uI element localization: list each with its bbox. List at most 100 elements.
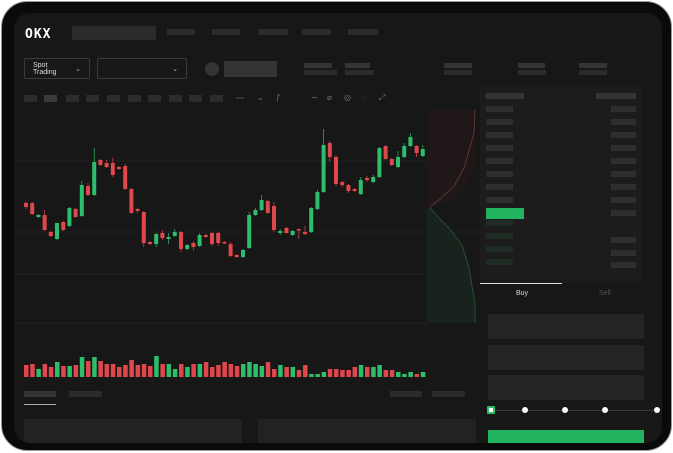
fullscreen-icon[interactable]: ⤢ bbox=[379, 93, 386, 102]
buy-submit-button[interactable] bbox=[488, 430, 644, 443]
bottom-action[interactable] bbox=[432, 391, 465, 397]
timeframe-button[interactable] bbox=[66, 95, 79, 102]
stat-value bbox=[518, 70, 546, 75]
total-input[interactable] bbox=[488, 375, 644, 400]
bottom-tab-history[interactable] bbox=[69, 391, 102, 397]
settings-icon[interactable]: ◎ bbox=[344, 93, 351, 102]
price-input[interactable] bbox=[488, 314, 644, 339]
volume-bar bbox=[92, 357, 97, 377]
nav-item[interactable] bbox=[212, 29, 240, 35]
sell-tab[interactable]: Sell bbox=[599, 290, 611, 297]
timeframe-button[interactable] bbox=[24, 95, 37, 102]
leverage-step[interactable] bbox=[522, 407, 528, 413]
candle-body bbox=[92, 162, 97, 195]
candle-body bbox=[104, 163, 109, 167]
search-bar-placeholder[interactable] bbox=[72, 26, 156, 40]
candle-body bbox=[303, 232, 307, 234]
indicator-icon[interactable]: ⌄ bbox=[257, 93, 264, 102]
candle-body bbox=[396, 157, 400, 167]
timeframe-button[interactable] bbox=[86, 95, 99, 102]
candle-body bbox=[253, 210, 258, 215]
buy-tab-underline bbox=[480, 283, 562, 284]
timeframe-button[interactable] bbox=[210, 95, 223, 102]
candle-body bbox=[30, 203, 35, 214]
orderbook-price bbox=[486, 158, 513, 164]
volume-bar bbox=[172, 369, 178, 377]
timeframe-button[interactable] bbox=[169, 95, 182, 102]
candle-body bbox=[61, 222, 66, 230]
bottom-action[interactable] bbox=[390, 391, 422, 397]
orderbook-price bbox=[486, 233, 513, 239]
timeframe-button[interactable] bbox=[189, 95, 202, 102]
leverage-step[interactable] bbox=[602, 407, 608, 413]
chevron-down-icon: ⌄ bbox=[75, 65, 81, 73]
candle-body bbox=[42, 215, 47, 230]
volume-bar bbox=[129, 360, 134, 377]
candle-body bbox=[296, 229, 301, 231]
pair-select[interactable]: ⌄ bbox=[97, 58, 187, 79]
candle-body bbox=[210, 233, 214, 244]
candle-body bbox=[265, 201, 270, 213]
timeframe-button[interactable] bbox=[128, 95, 141, 102]
volume-bar bbox=[24, 365, 29, 377]
volume-bar bbox=[334, 369, 339, 377]
bottom-tab-open-orders[interactable] bbox=[24, 391, 56, 397]
line-tool-icon[interactable]: ∼ bbox=[311, 93, 318, 102]
volume-bar bbox=[73, 365, 79, 377]
orderbook-amount bbox=[611, 262, 636, 268]
candlestick-chart[interactable] bbox=[14, 108, 480, 383]
bottom-panel bbox=[258, 419, 476, 443]
leverage-step[interactable] bbox=[487, 406, 495, 414]
volume-bar bbox=[303, 365, 308, 377]
candle-body bbox=[36, 215, 41, 217]
stat-value bbox=[444, 70, 472, 75]
volume-bar bbox=[104, 364, 110, 377]
leverage-slider-track[interactable] bbox=[490, 410, 658, 411]
candle-body bbox=[123, 166, 128, 189]
coin-icon bbox=[205, 62, 219, 76]
orderbook-price bbox=[486, 145, 513, 151]
amount-input[interactable] bbox=[488, 345, 644, 370]
timeframe-button[interactable] bbox=[148, 95, 161, 102]
depth-bids-line bbox=[429, 207, 476, 323]
orderbook-header-price bbox=[486, 93, 524, 99]
orderbook-price bbox=[486, 132, 513, 138]
volume-bar bbox=[36, 369, 41, 377]
leverage-step[interactable] bbox=[654, 407, 660, 413]
nav-item[interactable] bbox=[258, 29, 288, 35]
chart-type-icon[interactable]: 〰 bbox=[236, 94, 244, 103]
camera-icon[interactable]: ◌ bbox=[362, 93, 367, 102]
candle-body bbox=[340, 182, 345, 185]
volume-bar bbox=[402, 374, 407, 377]
volume-bar bbox=[42, 364, 48, 377]
volume-bar bbox=[179, 364, 184, 377]
buy-tab[interactable]: Buy bbox=[516, 290, 529, 297]
chevron-down-icon: ⌄ bbox=[172, 65, 178, 73]
volume-bar bbox=[389, 370, 395, 377]
market-type-select[interactable]: Spot Trading ⌄ bbox=[24, 58, 90, 79]
orderbook-price bbox=[486, 197, 513, 203]
volume-bar bbox=[117, 367, 122, 377]
nav-item[interactable] bbox=[348, 29, 378, 35]
volume-bar bbox=[371, 367, 376, 377]
ruler-icon[interactable]: ⌀ bbox=[327, 93, 332, 102]
timeframe-button[interactable] bbox=[44, 95, 57, 102]
volume-bar bbox=[154, 356, 159, 377]
orderbook-amount bbox=[611, 210, 636, 216]
nav-item[interactable] bbox=[302, 29, 331, 35]
volume-bar bbox=[234, 366, 240, 377]
volume-bar bbox=[203, 362, 209, 377]
nav-item[interactable] bbox=[167, 29, 195, 35]
volume-bar bbox=[86, 361, 91, 377]
volume-bar bbox=[309, 374, 314, 377]
candle-body bbox=[67, 208, 72, 226]
volume-bar bbox=[110, 364, 116, 377]
leverage-step[interactable] bbox=[562, 407, 568, 413]
volume-bar bbox=[272, 369, 277, 377]
fx-icon[interactable]: ƒ bbox=[276, 93, 281, 102]
volume-bar bbox=[278, 365, 283, 377]
candle-body bbox=[86, 186, 90, 195]
candle-body bbox=[420, 149, 425, 156]
timeframe-button[interactable] bbox=[107, 95, 120, 102]
